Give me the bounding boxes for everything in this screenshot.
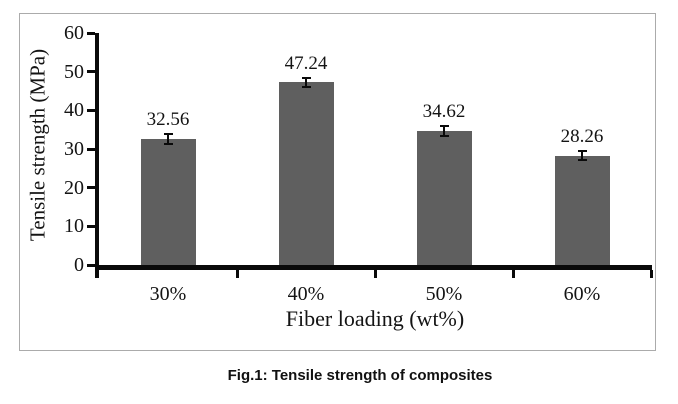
y-tick: [87, 263, 95, 267]
error-bar-bottom-cap: [301, 85, 311, 88]
x-category-label: 50%: [425, 283, 463, 305]
x-axis-title: Fiber loading (wt%): [285, 306, 465, 331]
x-category-label: 30%: [149, 283, 187, 305]
x-category-label: 40%: [287, 283, 325, 305]
bar-value-label: 32.56: [146, 109, 190, 131]
plot-area: Tensile strength (MPa) Fiber loading (wt…: [20, 14, 655, 350]
y-tick: [87, 224, 95, 228]
y-tick: [87, 31, 95, 35]
x-tick: [373, 270, 377, 278]
error-bar-top-cap: [301, 76, 311, 79]
x-category-label: 60%: [563, 283, 601, 305]
y-axis-line: [95, 33, 99, 278]
y-tick: [87, 147, 95, 151]
y-tick: [87, 70, 95, 74]
bar-value-label: 34.62: [422, 101, 466, 123]
bar-value-label: 28.26: [560, 126, 604, 148]
error-bar: [581, 151, 583, 161]
error-bar-top-cap: [163, 133, 173, 136]
bar: [278, 82, 334, 265]
error-bar-bottom-cap: [439, 134, 449, 137]
x-tick: [235, 270, 239, 278]
y-tick-label: 0: [74, 254, 84, 276]
y-tick-label: 60: [64, 22, 84, 44]
y-tick-label: 40: [64, 99, 84, 122]
y-tick-label: 50: [64, 60, 84, 83]
y-tick: [87, 186, 95, 190]
y-tick-label: 20: [64, 176, 84, 199]
bar: [140, 139, 196, 265]
x-axis-line: [95, 265, 652, 270]
y-tick-label: 10: [64, 215, 84, 238]
chart-frame: Tensile strength (MPa) Fiber loading (wt…: [19, 13, 656, 351]
error-bar: [305, 77, 307, 87]
y-tick: [87, 108, 95, 112]
error-bar-top-cap: [577, 150, 587, 153]
bar-value-label: 47.24: [284, 52, 328, 74]
x-tick: [511, 270, 515, 278]
y-tick-label: 30: [64, 138, 84, 160]
bar: [554, 155, 610, 265]
error-bar-top-cap: [439, 125, 449, 128]
error-bar-bottom-cap: [577, 159, 587, 162]
error-bar: [167, 134, 169, 144]
error-bar: [443, 126, 445, 136]
error-bar-bottom-cap: [163, 142, 173, 145]
x-tick: [649, 270, 653, 278]
figure-caption: Fig.1: Tensile strength of composites: [227, 367, 493, 384]
bar: [416, 131, 472, 265]
